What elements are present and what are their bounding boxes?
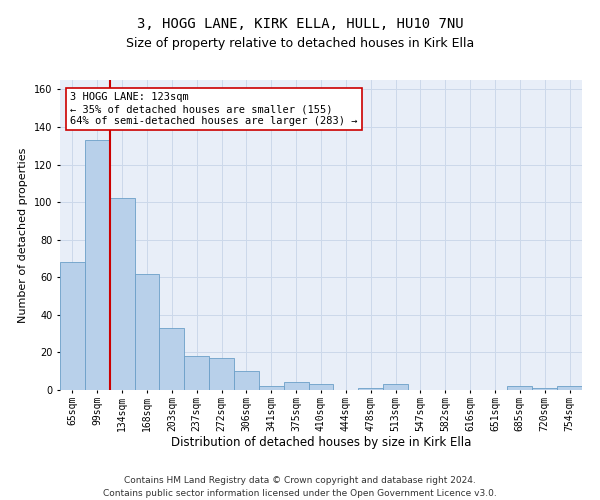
Bar xyxy=(110,198,134,390)
Bar xyxy=(308,384,334,390)
X-axis label: Distribution of detached houses by size in Kirk Ella: Distribution of detached houses by size … xyxy=(171,436,471,450)
Bar xyxy=(60,262,85,390)
Bar xyxy=(557,386,582,390)
Bar xyxy=(184,356,209,390)
Bar xyxy=(85,140,110,390)
Text: 3 HOGG LANE: 123sqm
← 35% of detached houses are smaller (155)
64% of semi-detac: 3 HOGG LANE: 123sqm ← 35% of detached ho… xyxy=(70,92,358,126)
Bar xyxy=(508,386,532,390)
Bar xyxy=(134,274,160,390)
Text: Contains HM Land Registry data © Crown copyright and database right 2024.
Contai: Contains HM Land Registry data © Crown c… xyxy=(103,476,497,498)
Text: 3, HOGG LANE, KIRK ELLA, HULL, HU10 7NU: 3, HOGG LANE, KIRK ELLA, HULL, HU10 7NU xyxy=(137,18,463,32)
Bar xyxy=(209,358,234,390)
Bar xyxy=(234,371,259,390)
Bar xyxy=(284,382,308,390)
Y-axis label: Number of detached properties: Number of detached properties xyxy=(19,148,28,322)
Bar xyxy=(532,388,557,390)
Text: Size of property relative to detached houses in Kirk Ella: Size of property relative to detached ho… xyxy=(126,38,474,51)
Bar xyxy=(259,386,284,390)
Bar xyxy=(358,388,383,390)
Bar xyxy=(160,328,184,390)
Bar xyxy=(383,384,408,390)
